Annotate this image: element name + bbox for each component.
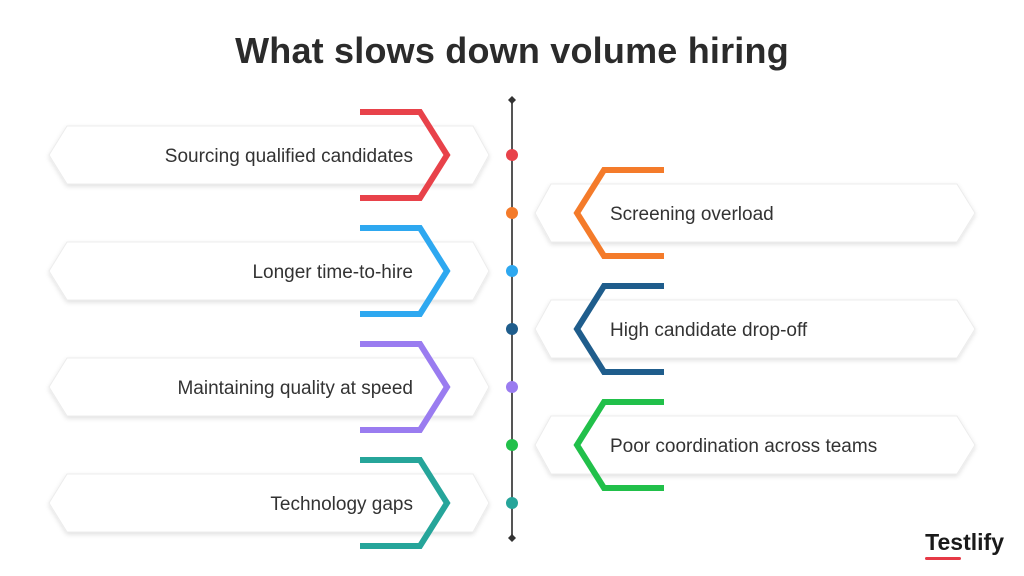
item-label: Maintaining quality at speed	[177, 378, 413, 399]
timeline-dot	[506, 439, 518, 451]
item-card	[534, 415, 976, 475]
challenge-item: Poor coordination across teams	[534, 399, 976, 491]
axis-end-marker	[508, 534, 516, 542]
hexagon-accent	[573, 399, 664, 491]
item-label: Poor coordination across teams	[610, 436, 877, 457]
item-card	[534, 183, 976, 243]
hexagon-accent	[573, 283, 664, 375]
timeline-dot	[506, 149, 518, 161]
page-title: What slows down volume hiring	[235, 30, 789, 71]
challenge-item: Screening overload	[534, 167, 976, 259]
hexagon-accent	[360, 225, 451, 317]
timeline-dot	[506, 207, 518, 219]
hexagon-accent	[360, 457, 451, 549]
item-card	[48, 241, 490, 301]
timeline-dot	[506, 381, 518, 393]
challenge-item: Technology gaps	[48, 457, 490, 549]
timeline-dot	[506, 265, 518, 277]
item-card	[534, 299, 976, 359]
item-label: Longer time-to-hire	[252, 262, 413, 283]
item-label: Screening overload	[610, 204, 774, 225]
item-label: Technology gaps	[270, 494, 413, 515]
item-card	[48, 473, 490, 533]
hexagon-accent	[360, 341, 451, 433]
item-card	[48, 357, 490, 417]
challenge-item: Sourcing qualified candidates	[48, 109, 490, 201]
item-label: Sourcing qualified candidates	[165, 146, 413, 167]
hexagon-accent	[360, 109, 451, 201]
timeline-dot	[506, 497, 518, 509]
item-label: High candidate drop-off	[610, 320, 808, 341]
brand-logo: Testlify	[925, 529, 1004, 560]
challenge-item: Longer time-to-hire	[48, 225, 490, 317]
timeline-dot	[506, 323, 518, 335]
item-card	[48, 125, 490, 185]
axis-end-marker	[508, 96, 516, 104]
brand-name: Testlify	[925, 529, 1004, 555]
challenge-item: Maintaining quality at speed	[48, 341, 490, 433]
hexagon-accent	[573, 167, 664, 259]
challenge-item: High candidate drop-off	[534, 283, 976, 375]
brand-underline	[925, 557, 962, 560]
